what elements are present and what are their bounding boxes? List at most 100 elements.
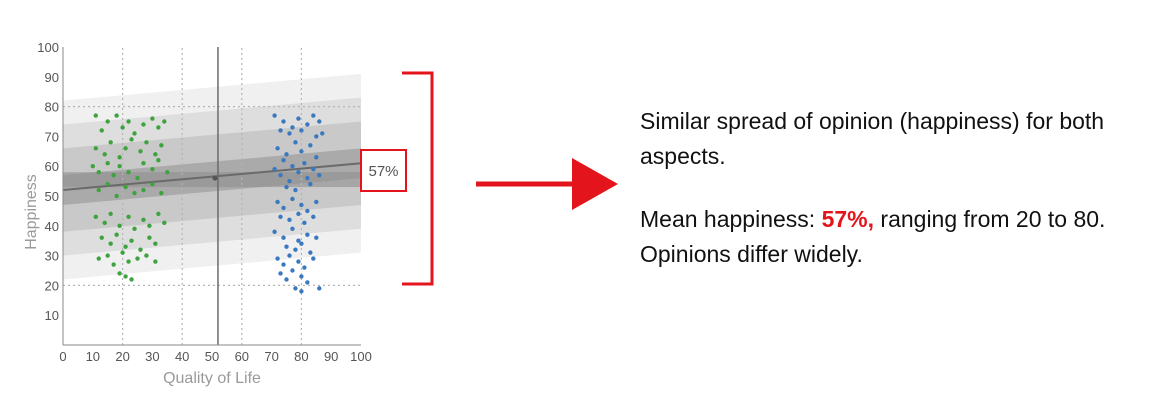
- x-tick-label: 80: [294, 349, 308, 364]
- data-point-series-2: [317, 119, 322, 124]
- data-point-series-2: [296, 238, 301, 243]
- data-point-series-1: [153, 241, 158, 246]
- data-point-series-2: [305, 232, 310, 237]
- x-tick-label: 20: [115, 349, 129, 364]
- data-point-series-1: [150, 181, 155, 187]
- data-point-series-2: [272, 113, 277, 118]
- data-point-series-2: [287, 217, 292, 223]
- data-point-series-2: [290, 164, 295, 169]
- data-point-series-2: [290, 125, 295, 130]
- data-point-series-2: [314, 235, 319, 240]
- data-point-series-1: [96, 187, 101, 193]
- data-point-series-2: [290, 268, 295, 273]
- data-point-series-1: [123, 146, 128, 151]
- data-point-series-1: [93, 146, 98, 151]
- data-point-series-2: [281, 262, 286, 267]
- data-point-series-1: [120, 125, 125, 130]
- y-axis-title: Happiness: [23, 174, 40, 250]
- data-point-series-1: [117, 155, 122, 160]
- data-point-series-1: [117, 223, 122, 228]
- data-point-series-1: [162, 119, 167, 124]
- x-tick-label: 90: [324, 349, 338, 364]
- data-point-series-1: [156, 125, 161, 130]
- data-point-series-1: [153, 152, 158, 157]
- data-point-series-1: [105, 253, 110, 258]
- data-point-series-1: [108, 211, 113, 217]
- data-point-series-1: [147, 235, 152, 240]
- data-point-series-1: [144, 140, 149, 145]
- data-point-series-1: [93, 113, 98, 118]
- data-point-series-1: [96, 256, 101, 261]
- x-tick-label: 30: [145, 349, 159, 364]
- summary-text-spread: Similar spread of opinion (happiness) fo…: [640, 108, 1105, 169]
- data-point-series-2: [308, 143, 313, 148]
- data-point-series-2: [299, 241, 304, 246]
- data-point-series-1: [108, 241, 113, 246]
- data-point-series-1: [159, 190, 164, 196]
- data-point-series-2: [311, 256, 316, 261]
- y-tick-label: 90: [45, 70, 59, 85]
- x-tick-label: 60: [235, 349, 249, 364]
- y-tick-label: 60: [45, 159, 59, 174]
- data-point-series-2: [314, 199, 319, 205]
- data-point-series-1: [105, 161, 110, 166]
- x-tick-label: 70: [264, 349, 278, 364]
- y-tick-label: 80: [45, 100, 59, 115]
- data-point-series-2: [299, 202, 304, 208]
- data-point-series-2: [275, 199, 280, 205]
- x-tick-label: 50: [205, 349, 219, 364]
- mean-suffix: ranging from 20 to 80. Opinions differ w…: [640, 206, 1106, 267]
- data-point-series-1: [129, 277, 134, 282]
- data-point-series-1: [99, 128, 104, 133]
- data-point-series-2: [305, 280, 310, 285]
- data-point-series-2: [278, 214, 283, 220]
- mean-label: 57%: [368, 163, 398, 180]
- data-point-series-1: [123, 184, 128, 190]
- data-point-series-2: [278, 128, 283, 133]
- data-point-series-1: [123, 244, 128, 249]
- data-point-series-2: [278, 271, 283, 276]
- data-point-series-2: [275, 146, 280, 151]
- data-point-series-1: [108, 140, 113, 145]
- data-point-series-2: [278, 172, 283, 178]
- data-point-series-2: [287, 131, 292, 136]
- data-point-series-1: [111, 172, 116, 178]
- data-point-series-2: [275, 256, 280, 261]
- trend-line-path: [62, 162, 362, 192]
- data-point-series-1: [123, 274, 128, 279]
- data-point-series-1: [138, 149, 143, 154]
- data-point-series-1: [135, 175, 140, 181]
- data-point-series-2: [320, 131, 325, 136]
- data-point-series-1: [102, 220, 107, 226]
- trend-line: [62, 162, 362, 192]
- data-point-series-2: [299, 274, 304, 279]
- data-point-series-1: [102, 152, 107, 157]
- data-point-series-1: [141, 217, 146, 223]
- y-tick-label: 30: [45, 249, 59, 264]
- data-point-series-2: [311, 166, 316, 172]
- y-tick-label: 10: [45, 308, 59, 323]
- data-point-series-2: [284, 277, 289, 282]
- data-point-series-2: [314, 134, 319, 139]
- data-point-series-1: [129, 137, 134, 142]
- data-point-series-2: [281, 119, 286, 124]
- data-point-series-1: [114, 232, 119, 237]
- data-point-series-1: [132, 226, 137, 231]
- data-point-series-1: [138, 247, 143, 252]
- data-point-series-1: [105, 119, 110, 124]
- data-point-series-2: [302, 265, 307, 270]
- data-point-series-1: [126, 169, 131, 175]
- data-point-series-2: [305, 175, 310, 181]
- data-point-series-2: [296, 169, 301, 175]
- data-point-series-2: [311, 113, 316, 118]
- data-point-series-1: [150, 166, 155, 172]
- data-point-series-2: [299, 128, 304, 133]
- y-tick-label: 20: [45, 278, 59, 293]
- tick-labels: 0 10 20 30 40 50 60 70 80 90 100 10 20 30 40 50 60 70 80 90…: [37, 40, 372, 364]
- axes: [62, 47, 361, 346]
- data-point-series-1: [144, 253, 149, 258]
- data-point-series-2: [284, 184, 289, 190]
- data-point-series-2: [287, 253, 292, 258]
- data-point-series-1: [141, 122, 146, 127]
